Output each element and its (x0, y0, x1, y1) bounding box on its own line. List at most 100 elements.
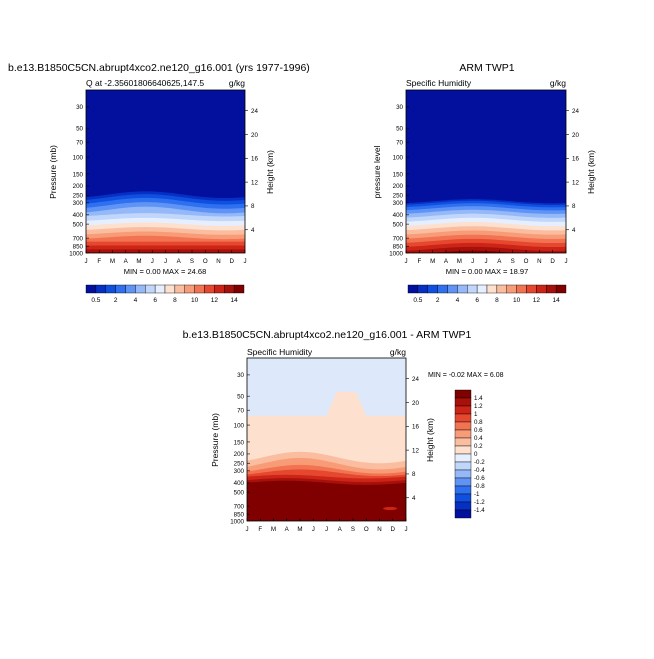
obs-pressure-tick-label: 150 (393, 171, 404, 178)
model-pressure-tick-label: 200 (73, 183, 84, 190)
obs-colorbar-label: 4 (456, 297, 460, 304)
obs-colorbar-swatch (428, 285, 438, 293)
obs-height-tick-label: 8 (572, 203, 576, 210)
obs-pressure-tick-label: 400 (393, 212, 404, 219)
model-month-tick-label: J (151, 258, 154, 265)
model-colorbar-swatch (175, 285, 185, 293)
model-pressure-tick-label: 700 (73, 235, 84, 242)
diff-colorbar-label: -0.8 (474, 483, 485, 490)
diff-pressure-tick-label: 700 (234, 503, 245, 510)
obs-colorbar-swatch (477, 285, 487, 293)
model-month-tick-label: J (84, 258, 87, 265)
diff-colorbar-swatch (455, 470, 471, 478)
diff-month-tick-label: A (338, 526, 343, 533)
diff-pressure-tick-label: 150 (234, 439, 245, 446)
obs-colorbar-label: 8 (495, 297, 499, 304)
obs-plot-area: 3050701001502002503004005007008501000481… (389, 90, 579, 265)
obs-pressure-tick-label: 100 (393, 154, 404, 161)
diff-colorbar-label: 0.2 (474, 443, 483, 450)
obs-pressure-tick-label: 300 (393, 200, 404, 207)
obs-pressure-tick-label: 250 (393, 193, 404, 200)
model-pressure-tick-label: 1000 (69, 250, 83, 257)
model-pressure-tick-label: 250 (73, 193, 84, 200)
obs-month-tick-label: M (430, 258, 435, 265)
obs-colorbar-swatch (507, 285, 517, 293)
obs-month-tick-label: S (511, 258, 515, 265)
model-colorbar-swatch (234, 285, 244, 293)
model-month-tick-label: S (190, 258, 194, 265)
obs-colorbar-swatch (438, 285, 448, 293)
diff-colorbar-swatch (455, 486, 471, 494)
model-pressure-tick-label: 500 (73, 221, 84, 228)
model-colorbar-label: 14 (231, 297, 239, 304)
obs-colorbar-swatch (457, 285, 467, 293)
obs-pressure-tick-label: 50 (396, 125, 403, 132)
model-pressure-tick-label: 150 (73, 171, 84, 178)
diff-colorbar-label: 0.4 (474, 435, 483, 442)
model-height-tick-label: 24 (251, 108, 258, 115)
obs-colorbar-label: 14 (553, 297, 561, 304)
model-pressure-tick-label: 300 (73, 200, 84, 207)
model-colorbar-label: 12 (211, 297, 219, 304)
diff-colorbar-swatch (455, 454, 471, 462)
diff-colorbar-swatch (455, 462, 471, 470)
diff-subtitle: Specific Humidity (247, 347, 313, 357)
diff-colorbar-label: 0.8 (474, 419, 483, 426)
obs-minmax: MIN = 0.00 MAX = 18.97 (446, 267, 529, 276)
obs-colorbar-label: 10 (513, 297, 521, 304)
diff-colorbar-swatch (455, 446, 471, 454)
model-month-tick-label: N (216, 258, 220, 265)
diff-panel: b.e13.B1850C5CN.abrupt4xco2.ne120_g16.00… (183, 329, 504, 533)
obs-height-tick-label: 20 (572, 132, 579, 139)
diff-contour-band (247, 481, 406, 521)
diff-colorbar-swatch (455, 406, 471, 414)
obs-colorbar-swatch (517, 285, 527, 293)
obs-pressure-tick-label: 70 (396, 139, 403, 146)
diff-colorbar-swatch (455, 438, 471, 446)
obs-pressure-tick-label: 1000 (389, 250, 403, 257)
obs-height-tick-label: 12 (572, 179, 579, 186)
model-colorbar-swatch (106, 285, 116, 293)
model-subtitle: Q at -2.35601806640625,147.5 (86, 78, 204, 88)
diff-pressure-tick-label: 1000 (230, 518, 244, 525)
obs-height-tick-label: 16 (572, 156, 579, 163)
model-colorbar-swatch (145, 285, 155, 293)
diff-colorbar-label: 0 (474, 451, 478, 458)
model-month-tick-label: F (97, 258, 101, 265)
model-height-tick-label: 20 (251, 132, 258, 139)
model-title: b.e13.B1850C5CN.abrupt4xco2.ne120_g16.00… (8, 62, 310, 74)
diff-month-tick-label: M (297, 526, 302, 533)
diff-month-tick-label: J (325, 526, 328, 533)
diff-y2label: Height (km) (425, 418, 435, 462)
obs-month-tick-label: N (537, 258, 541, 265)
obs-month-tick-label: F (417, 258, 421, 265)
model-colorbar-label: 8 (173, 297, 177, 304)
obs-units: g/kg (550, 78, 566, 88)
model-pressure-tick-label: 50 (76, 125, 83, 132)
obs-month-tick-label: A (444, 258, 449, 265)
obs-colorbar-swatch (487, 285, 497, 293)
obs-panel: ARM TWP1 Specific Humidity g/kg 30507010… (372, 62, 596, 304)
obs-month-tick-label: O (524, 258, 529, 265)
obs-colorbar-label: 2 (436, 297, 440, 304)
diff-pressure-tick-label: 70 (237, 407, 244, 414)
obs-height-tick-label: 24 (572, 108, 579, 115)
diff-colorbar-swatch (455, 414, 471, 422)
diff-colorbar-swatch (455, 398, 471, 406)
model-colorbar-swatch (214, 285, 224, 293)
model-colorbar-label: 4 (134, 297, 138, 304)
diff-month-tick-label: F (258, 526, 262, 533)
obs-y2label: Height (km) (586, 150, 596, 194)
diff-pressure-tick-label: 50 (237, 393, 244, 400)
diff-colorbar-label: 1.4 (474, 395, 483, 402)
model-height-tick-label: 8 (251, 203, 255, 210)
model-colorbar-swatch (195, 285, 205, 293)
diff-plot-area: 3050701001502002503004005007008501000481… (230, 358, 419, 533)
diff-height-tick-label: 20 (412, 400, 419, 407)
obs-colorbar-swatch (467, 285, 477, 293)
diff-minmax: MIN = -0.02 MAX = 6.08 (428, 372, 504, 379)
obs-colorbar-swatch (546, 285, 556, 293)
obs-colorbar-swatch (448, 285, 458, 293)
